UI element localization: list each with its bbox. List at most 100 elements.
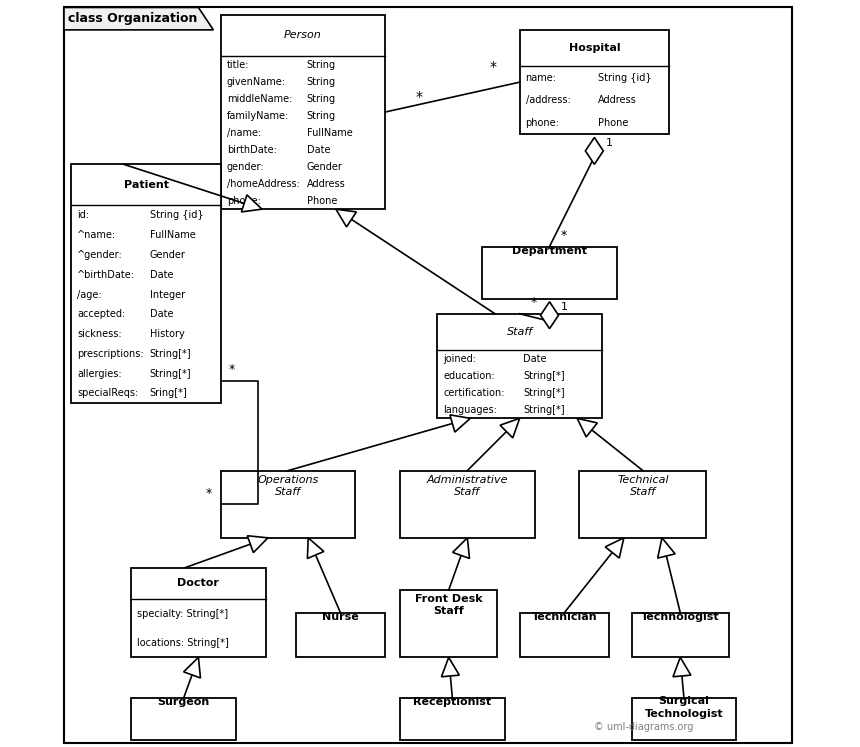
Text: Surgeon: Surgeon: [157, 697, 210, 707]
Text: *: *: [531, 297, 538, 309]
Text: gender:: gender:: [227, 161, 264, 172]
Text: String: String: [307, 76, 336, 87]
Text: locations: String[*]: locations: String[*]: [138, 638, 229, 648]
FancyBboxPatch shape: [482, 247, 617, 299]
Text: Technician: Technician: [531, 612, 598, 622]
Text: Patient: Patient: [124, 180, 169, 190]
Text: *: *: [415, 90, 422, 104]
Text: /homeAddress:: /homeAddress:: [227, 179, 299, 189]
Text: givenName:: givenName:: [227, 76, 286, 87]
Text: specialReqs:: specialReqs:: [77, 388, 138, 398]
Text: phone:: phone:: [525, 118, 560, 128]
Text: phone:: phone:: [227, 196, 261, 205]
Polygon shape: [673, 657, 691, 677]
Text: title:: title:: [227, 60, 249, 69]
FancyBboxPatch shape: [64, 7, 792, 743]
Text: *: *: [206, 487, 212, 500]
Polygon shape: [336, 209, 356, 227]
Text: *: *: [489, 60, 497, 74]
Text: String[*]: String[*]: [150, 349, 192, 359]
Text: 1: 1: [561, 302, 568, 312]
Polygon shape: [441, 657, 459, 677]
Polygon shape: [501, 418, 519, 438]
Text: ^gender:: ^gender:: [77, 250, 123, 260]
Text: Administrative
Staff: Administrative Staff: [427, 474, 508, 497]
Text: String: String: [307, 111, 336, 120]
Text: Phone: Phone: [307, 196, 337, 205]
FancyBboxPatch shape: [519, 613, 609, 657]
Polygon shape: [450, 415, 470, 432]
FancyBboxPatch shape: [632, 698, 736, 740]
Text: Sring[*]: Sring[*]: [150, 388, 187, 398]
FancyBboxPatch shape: [400, 698, 505, 740]
Text: prescriptions:: prescriptions:: [77, 349, 144, 359]
FancyBboxPatch shape: [400, 471, 535, 538]
Text: Doctor: Doctor: [177, 578, 219, 589]
FancyBboxPatch shape: [580, 471, 706, 538]
Text: *: *: [228, 364, 235, 376]
Text: ^name:: ^name:: [77, 230, 117, 240]
Text: © uml-diagrams.org: © uml-diagrams.org: [594, 722, 694, 732]
Text: name:: name:: [525, 72, 556, 83]
Text: Front Desk
Staff: Front Desk Staff: [415, 594, 482, 616]
Text: Surgical
Technologist: Surgical Technologist: [645, 696, 723, 719]
Text: 1: 1: [605, 137, 612, 148]
Text: String[*]: String[*]: [524, 405, 565, 415]
Text: /age:: /age:: [77, 290, 102, 300]
Text: certification:: certification:: [444, 388, 505, 398]
Polygon shape: [242, 195, 262, 212]
Text: Nurse: Nurse: [322, 612, 359, 622]
Text: education:: education:: [444, 371, 495, 381]
Text: middleName:: middleName:: [227, 93, 292, 104]
Polygon shape: [64, 7, 213, 30]
Text: FullName: FullName: [150, 230, 195, 240]
Text: familyName:: familyName:: [227, 111, 289, 120]
Text: Receptionist: Receptionist: [414, 697, 491, 707]
Text: Hospital: Hospital: [568, 43, 620, 53]
Polygon shape: [605, 538, 624, 558]
Text: Person: Person: [284, 31, 322, 40]
FancyBboxPatch shape: [71, 164, 221, 403]
Text: languages:: languages:: [444, 405, 497, 415]
Text: Date: Date: [524, 354, 547, 364]
Polygon shape: [586, 137, 604, 164]
Text: String: String: [307, 93, 336, 104]
Polygon shape: [307, 538, 324, 559]
FancyBboxPatch shape: [438, 314, 602, 418]
FancyBboxPatch shape: [221, 471, 355, 538]
FancyBboxPatch shape: [519, 30, 669, 134]
Text: joined:: joined:: [444, 354, 476, 364]
Text: Department: Department: [512, 247, 587, 256]
Text: Operations
Staff: Operations Staff: [257, 474, 319, 497]
Text: /name:: /name:: [227, 128, 261, 137]
Text: Phone: Phone: [598, 118, 629, 128]
Text: FullName: FullName: [307, 128, 353, 137]
FancyBboxPatch shape: [132, 698, 236, 740]
Text: /address:: /address:: [525, 96, 570, 105]
Text: specialty: String[*]: specialty: String[*]: [138, 609, 228, 619]
Polygon shape: [248, 536, 268, 553]
Text: Integer: Integer: [150, 290, 185, 300]
Text: *: *: [561, 229, 567, 242]
Text: String[*]: String[*]: [524, 371, 565, 381]
Text: Address: Address: [598, 96, 636, 105]
FancyBboxPatch shape: [221, 15, 385, 209]
Text: Technologist: Technologist: [641, 612, 720, 622]
Text: Date: Date: [307, 145, 330, 155]
Text: Technical
Staff: Technical Staff: [617, 474, 669, 497]
FancyBboxPatch shape: [400, 590, 497, 657]
Text: String[*]: String[*]: [524, 388, 565, 398]
Polygon shape: [658, 538, 675, 558]
Text: accepted:: accepted:: [77, 309, 126, 319]
Text: String {id}: String {id}: [598, 72, 652, 83]
Text: String[*]: String[*]: [150, 369, 192, 379]
Text: History: History: [150, 329, 185, 339]
Text: Date: Date: [150, 309, 174, 319]
Polygon shape: [452, 538, 470, 559]
Text: Address: Address: [307, 179, 346, 189]
FancyBboxPatch shape: [296, 613, 385, 657]
Text: String: String: [307, 60, 336, 69]
Text: Gender: Gender: [307, 161, 342, 172]
Text: class Organization: class Organization: [68, 12, 197, 25]
Polygon shape: [577, 418, 598, 437]
